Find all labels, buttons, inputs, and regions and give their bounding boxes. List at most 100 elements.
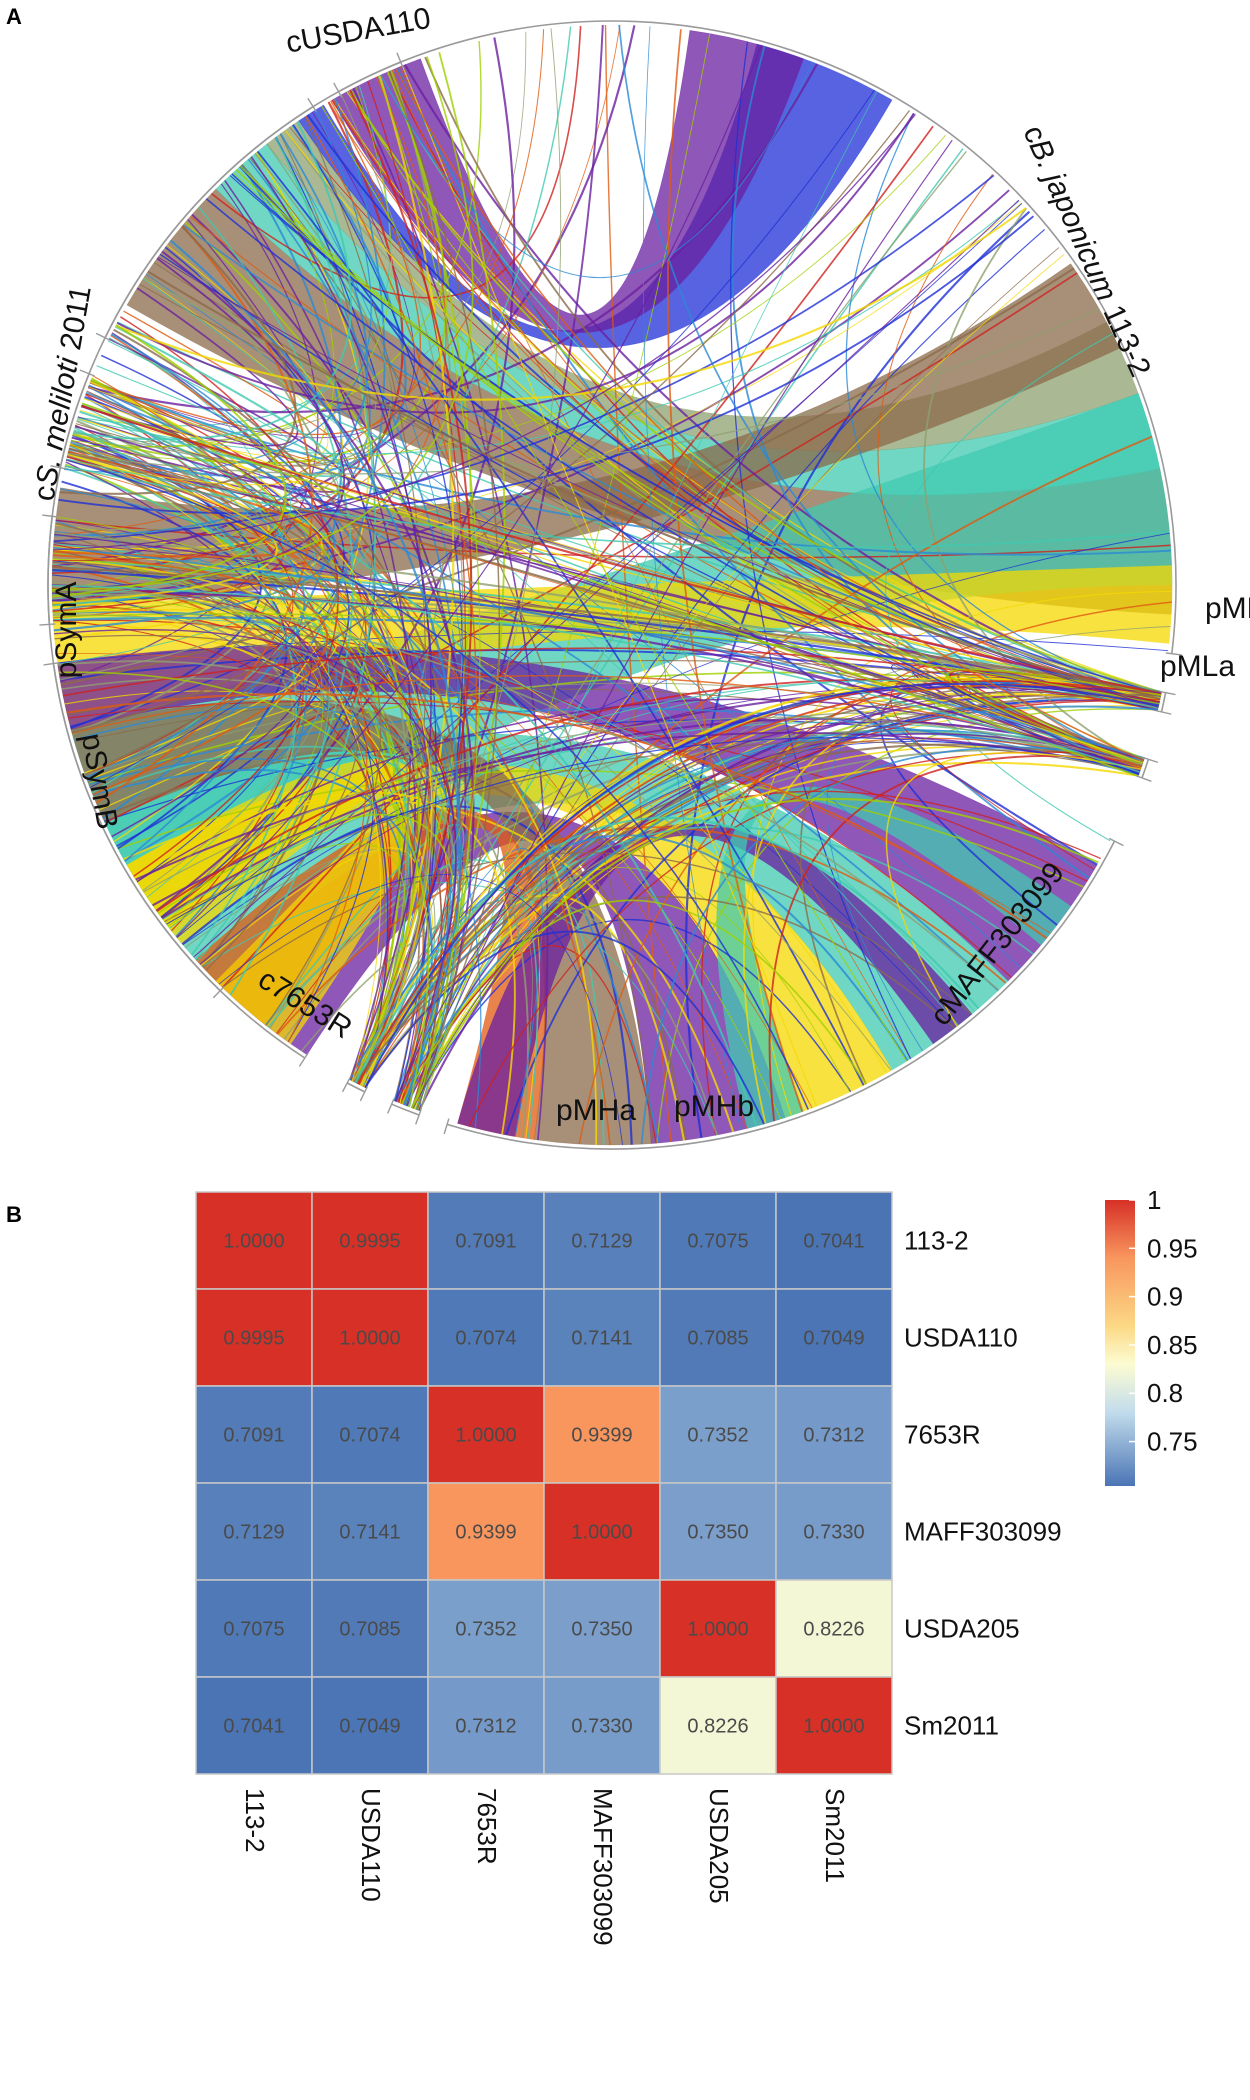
heatmap-cell-value: 1.0000: [455, 1425, 516, 1447]
column-label: USDA110: [356, 1788, 386, 1902]
link-chord: [743, 693, 1159, 1124]
heatmap-column-labels: 113-2 USDA110 7653R MAFF303099 USDA205 Sm2011: [240, 1788, 850, 1946]
colorbar-gradient: [1105, 1200, 1135, 1486]
link-chord: [356, 680, 1162, 1085]
heatmap-cell-value: 0.7129: [571, 1231, 632, 1253]
segment-end-tick: [298, 1052, 309, 1067]
heatmap-cell: [659, 1579, 777, 1678]
link-chord: [642, 26, 741, 1131]
heatmap-cell: [543, 1676, 661, 1775]
column-label: 7653R: [472, 1788, 502, 1865]
colorbar-tick-label: 0.85: [1147, 1330, 1198, 1360]
colorbar-tick-label: 0.8: [1147, 1378, 1183, 1408]
link-chord: [221, 125, 934, 989]
link-chord: [51, 591, 1162, 693]
column-label: MAFF303099: [588, 1788, 618, 1946]
link-chord: [68, 447, 813, 1109]
segment-end-tick: [443, 1118, 450, 1135]
heatmap-cell-value: 0.7041: [803, 1231, 864, 1253]
heatmap-cell-value: 0.7049: [339, 1716, 400, 1738]
link-chord: [667, 29, 804, 1112]
heatmap-cell: [195, 1191, 313, 1290]
colorbar-tick-label: 1: [1147, 1185, 1161, 1215]
heatmap-cell-value: 0.7350: [687, 1522, 748, 1544]
heatmap-cell: [659, 1482, 777, 1581]
link-chord: [51, 56, 474, 591]
heatmap-cell-value: 0.8226: [687, 1716, 748, 1738]
link-chord: [395, 699, 1160, 1103]
colorbar-tick-label: 0.9: [1147, 1282, 1183, 1312]
link-chord: [224, 179, 412, 1081]
row-label: USDA110: [904, 1323, 1018, 1353]
heatmap-cell-value: 0.7075: [223, 1619, 284, 1641]
link-chord: [283, 712, 1145, 1040]
link-chord: [51, 591, 324, 924]
heatmap-cell-value: 0.9399: [571, 1425, 632, 1447]
heatmap-cell: [427, 1385, 545, 1484]
heatmap-cell: [427, 1676, 545, 1775]
segment-end-tick: [79, 369, 95, 377]
link-chord: [89, 111, 415, 439]
segment-label-cUSDA110: cUSDA110: [284, 2, 434, 60]
link-chord: [364, 683, 1159, 1089]
heatmap-cell-value: 0.9399: [455, 1522, 516, 1544]
link-chord: [52, 554, 329, 796]
heatmap-cell: [543, 1385, 661, 1484]
heatmap-cell: [659, 1676, 777, 1775]
segment-end-tick: [39, 623, 56, 626]
link-chord: [77, 85, 391, 427]
link-chord: [752, 590, 1173, 1116]
link-chord: [54, 533, 1141, 772]
link-chord: [54, 29, 545, 536]
link-chord: [84, 396, 482, 1129]
segment-arc-pSymA: [59, 373, 90, 468]
link-ribbon-7: [331, 30, 804, 333]
link-chord: [89, 310, 360, 470]
link-chord: [284, 130, 1141, 771]
heatmap-cell-value: 1.0000: [803, 1716, 864, 1738]
segment-label-pMLb: pMLb: [1205, 592, 1250, 625]
link-chord: [354, 694, 1162, 1084]
link-chord: [81, 404, 1162, 695]
link-chord: [380, 74, 1162, 696]
link-chord: [768, 755, 1144, 1122]
link-chord: [72, 121, 353, 441]
link-chord: [79, 325, 344, 478]
heatmap-cell-value: 0.7074: [455, 1328, 516, 1350]
heatmap-cell: [427, 1191, 545, 1290]
link-chord: [67, 452, 339, 734]
link-chord: [81, 405, 330, 962]
heatmap-cell-value: 1.0000: [571, 1522, 632, 1544]
link-chord: [53, 113, 916, 551]
heatmap-cell-value: 0.7312: [455, 1716, 516, 1738]
heatmap-cell: [311, 1482, 429, 1581]
column-label: USDA205: [704, 1788, 734, 1904]
heatmap-cell: [195, 1676, 313, 1775]
heatmap-cell-value: 0.8226: [803, 1619, 864, 1641]
segment-label-pMHb: pMHb: [674, 1090, 754, 1123]
row-label: USDA205: [904, 1614, 1020, 1644]
segment-label-pSymA: pSymA: [50, 582, 83, 679]
link-chord: [377, 75, 481, 1110]
heatmap-cell: [775, 1482, 893, 1581]
link-chord: [391, 69, 1142, 767]
segment-end-tick: [1136, 775, 1152, 782]
heatmap: 1.0000 0.9995 0.7091 0.7129 0.7075 0.7041 0.99…: [195, 1185, 1198, 1946]
link-chord: [394, 721, 1143, 1102]
link-chord: [69, 443, 381, 1082]
link-chord: [54, 634, 359, 971]
segment-end-tick: [42, 514, 59, 518]
link-ribbon-5: [51, 263, 1120, 605]
segment-end-tick: [1155, 709, 1172, 715]
panel-b-letter: B: [6, 1202, 22, 1227]
link-chord: [58, 671, 430, 1108]
segment-end-tick: [1159, 690, 1176, 696]
row-label: Sm2011: [904, 1711, 999, 1741]
link-chord: [364, 930, 765, 1125]
heatmap-row-labels: 113-2 USDA110 7653R MAFF303099 USDA205 Sm2011: [904, 1226, 1062, 1741]
link-chord: [181, 805, 633, 1145]
link-chord: [321, 105, 908, 1062]
segment-arc-pMLb: [1160, 692, 1167, 713]
link-chord: [53, 621, 413, 1089]
heatmap-cell: [543, 1191, 661, 1290]
